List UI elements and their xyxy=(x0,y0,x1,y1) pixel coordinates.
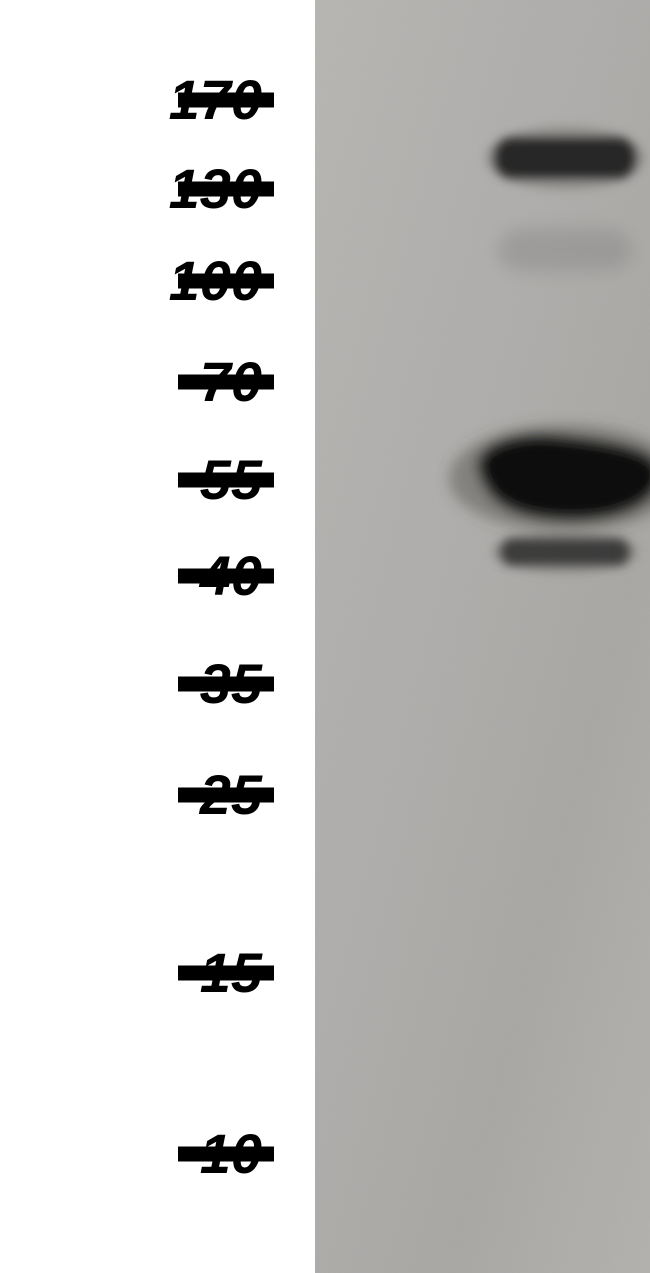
ladder-marker-tick xyxy=(178,374,274,389)
blot-band xyxy=(492,220,638,280)
blot-noise-overlay xyxy=(315,0,650,1273)
western-blot-membrane xyxy=(315,0,650,1273)
ladder-marker-row: 10 xyxy=(0,1126,280,1181)
ladder-marker-row: 100 xyxy=(0,253,280,308)
ladder-marker-row: 15 xyxy=(0,945,280,1000)
ladder-marker-tick xyxy=(178,568,274,583)
ladder-marker-tick xyxy=(178,965,274,980)
ladder-marker-row: 35 xyxy=(0,656,280,711)
ladder-marker-tick xyxy=(178,273,274,288)
ladder-marker-tick xyxy=(178,472,274,487)
ladder-marker-tick xyxy=(178,181,274,196)
ladder-marker-tick xyxy=(178,1146,274,1161)
ladder-marker-row: 25 xyxy=(0,767,280,822)
blot-band xyxy=(492,531,638,573)
ladder-marker-tick xyxy=(178,676,274,691)
ladder-marker-row: 40 xyxy=(0,548,280,603)
blot-svg xyxy=(315,0,650,1273)
ladder-marker-row: 170 xyxy=(0,72,280,127)
ladder-marker-tick xyxy=(178,92,274,107)
ladder-marker-row: 70 xyxy=(0,354,280,409)
molecular-weight-ladder: 170 130 100 70 55 40 35 25 15 10 xyxy=(0,0,280,1273)
ladder-marker-row: 130 xyxy=(0,161,280,216)
ladder-marker-row: 55 xyxy=(0,452,280,507)
ladder-marker-tick xyxy=(178,787,274,802)
blot-band xyxy=(485,127,644,190)
